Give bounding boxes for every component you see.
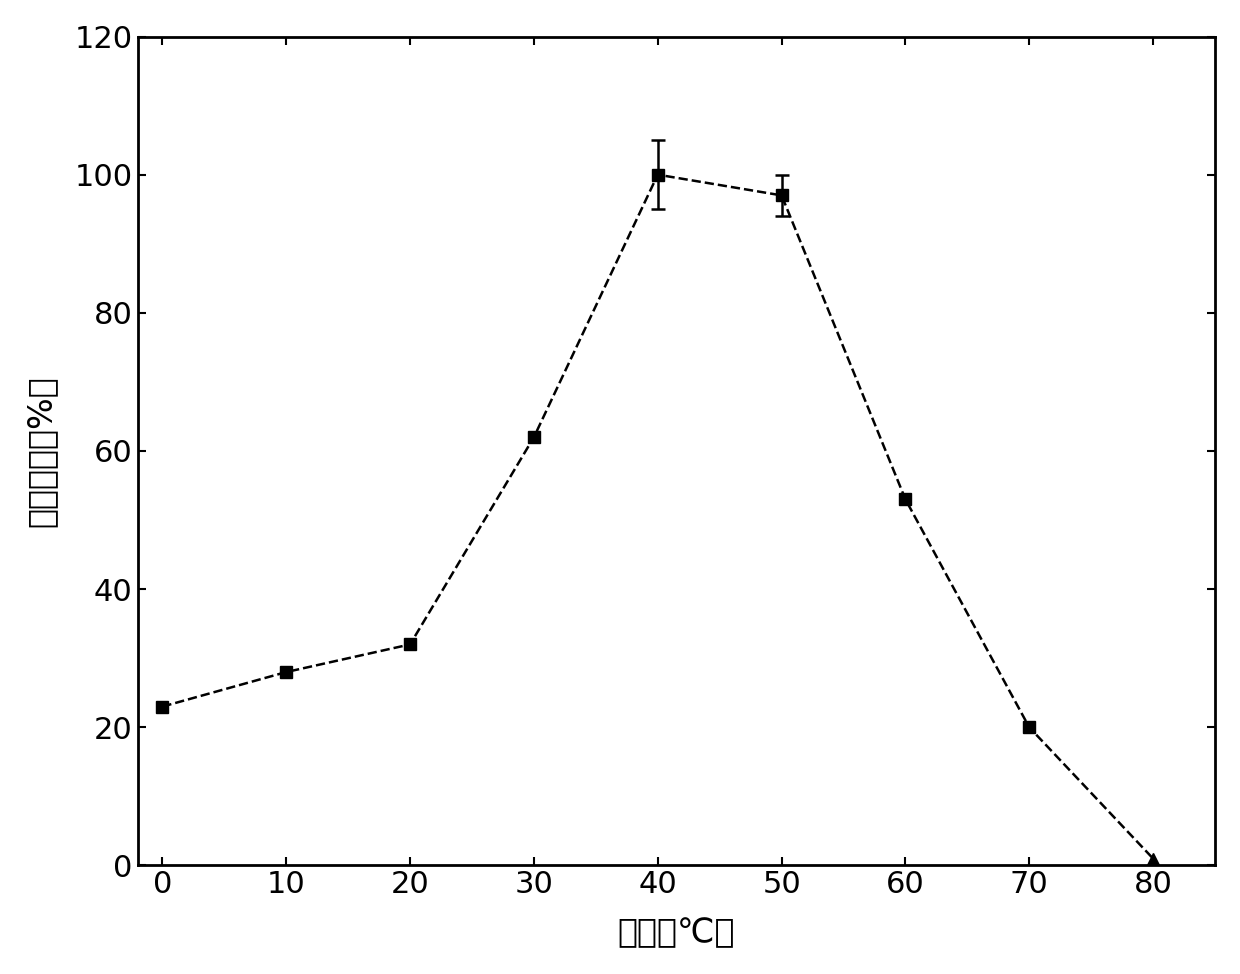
Y-axis label: 相对活性（%）: 相对活性（%） (25, 375, 58, 527)
X-axis label: 温度（℃）: 温度（℃） (618, 916, 735, 949)
